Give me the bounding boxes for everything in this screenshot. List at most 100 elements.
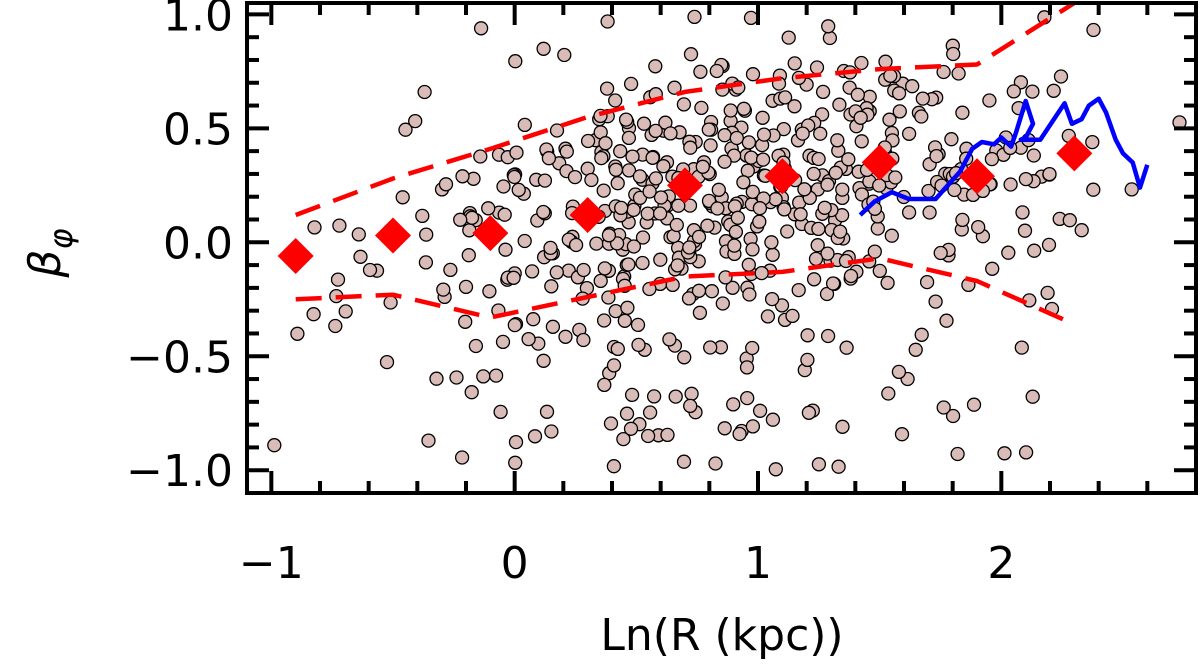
scatter-point	[785, 308, 800, 324]
y-axis-label: βφ	[20, 228, 80, 278]
scatter-point	[703, 340, 718, 355]
scatter-point	[787, 99, 802, 114]
scatter-point	[922, 205, 937, 220]
y-tick-label: −0.5	[126, 332, 233, 383]
scatter-point	[872, 263, 887, 279]
scatter-point	[568, 237, 584, 253]
scatter-point	[589, 236, 604, 251]
scatter-point	[892, 104, 907, 119]
scatter-point	[693, 64, 708, 79]
scatter-point	[683, 140, 698, 155]
scatter-point	[669, 217, 684, 233]
scatter-point	[736, 175, 751, 190]
scatter-point	[620, 300, 635, 315]
scatter-point	[455, 169, 470, 184]
scatter-points	[267, 9, 1187, 477]
scatter-point	[626, 239, 642, 254]
y-tick-label: −1.0	[126, 446, 233, 497]
plot-frame	[245, 1, 1198, 495]
scatter-point	[549, 265, 564, 280]
scatter-point	[593, 273, 608, 289]
x-tick-label: 1	[744, 538, 772, 589]
scatter-point	[683, 398, 698, 414]
scatter-point	[421, 433, 436, 448]
scatter-point	[810, 238, 825, 253]
scatter-point	[681, 291, 697, 306]
scatter-point	[527, 429, 543, 444]
scatter-point	[793, 207, 808, 222]
scatter-point	[777, 90, 793, 105]
scatter-point	[1006, 84, 1021, 99]
scatter-point	[536, 353, 551, 368]
scatter-point	[704, 284, 720, 299]
scatter-point	[626, 202, 641, 218]
scatter-point	[606, 358, 622, 373]
scatter-point	[939, 313, 954, 328]
scatter-point	[640, 206, 655, 221]
scatter-point	[832, 97, 847, 112]
scatter-point	[660, 427, 675, 443]
scatter-point	[825, 276, 841, 291]
scatter-point	[730, 210, 745, 225]
scatter-point	[458, 314, 473, 329]
scatter-point	[717, 128, 732, 143]
scatter-point	[726, 397, 741, 412]
scatter-point	[677, 350, 692, 365]
scatter-point	[971, 219, 986, 235]
scatter-point	[1046, 83, 1061, 98]
scatter-point	[867, 244, 882, 259]
scatter-point	[776, 121, 791, 137]
scatter-point	[614, 200, 629, 216]
scatter-point	[630, 317, 646, 333]
scatter-point	[443, 262, 458, 278]
scatter-point	[537, 173, 553, 188]
binned-diamond	[375, 217, 411, 254]
scatter-point	[332, 218, 347, 233]
scatter-point	[598, 136, 613, 151]
scatter-point	[536, 204, 551, 220]
scatter-point	[736, 101, 752, 116]
scatter-point	[567, 169, 583, 185]
scatter-point	[464, 210, 480, 225]
scatter-point	[933, 245, 948, 261]
scatter-point	[616, 431, 631, 447]
scatter-point	[742, 287, 757, 302]
scatter-point	[929, 148, 944, 164]
scatter-point	[476, 369, 491, 384]
scatter-point	[1025, 389, 1040, 404]
scatter-point	[820, 328, 836, 344]
scatter-point	[429, 371, 444, 386]
scatter-point	[745, 184, 760, 200]
scatter-point	[764, 235, 779, 250]
scatter-point	[663, 126, 678, 141]
scatter-point	[594, 150, 609, 166]
scatter-point	[884, 228, 899, 243]
scatter-point	[684, 386, 699, 401]
scatter-point	[584, 172, 599, 188]
scatter-point	[936, 64, 951, 80]
scatter-point	[944, 132, 959, 147]
scatter-point	[559, 144, 574, 159]
scatter-point	[853, 110, 868, 125]
scatter-point	[338, 304, 353, 319]
scatter-point	[417, 84, 432, 100]
scatter-point	[710, 201, 725, 216]
scatter-point	[946, 46, 961, 62]
lower-envelope-line	[295, 256, 1076, 327]
axis-ticks	[247, 3, 1196, 493]
scatter-point	[955, 212, 970, 228]
scatter-point	[495, 334, 511, 350]
scatter-point	[488, 368, 504, 383]
scatter-point	[539, 404, 555, 419]
scatter-point	[395, 190, 410, 205]
scatter-point	[667, 80, 682, 95]
scatter-point	[1027, 243, 1042, 258]
scatter-point	[408, 113, 423, 129]
scatter-point	[729, 130, 744, 146]
scatter-point	[640, 428, 656, 444]
scatter-point	[914, 327, 929, 342]
scatter-point	[774, 298, 790, 313]
scatter-point	[1086, 22, 1101, 38]
scatter-point	[1074, 223, 1089, 238]
